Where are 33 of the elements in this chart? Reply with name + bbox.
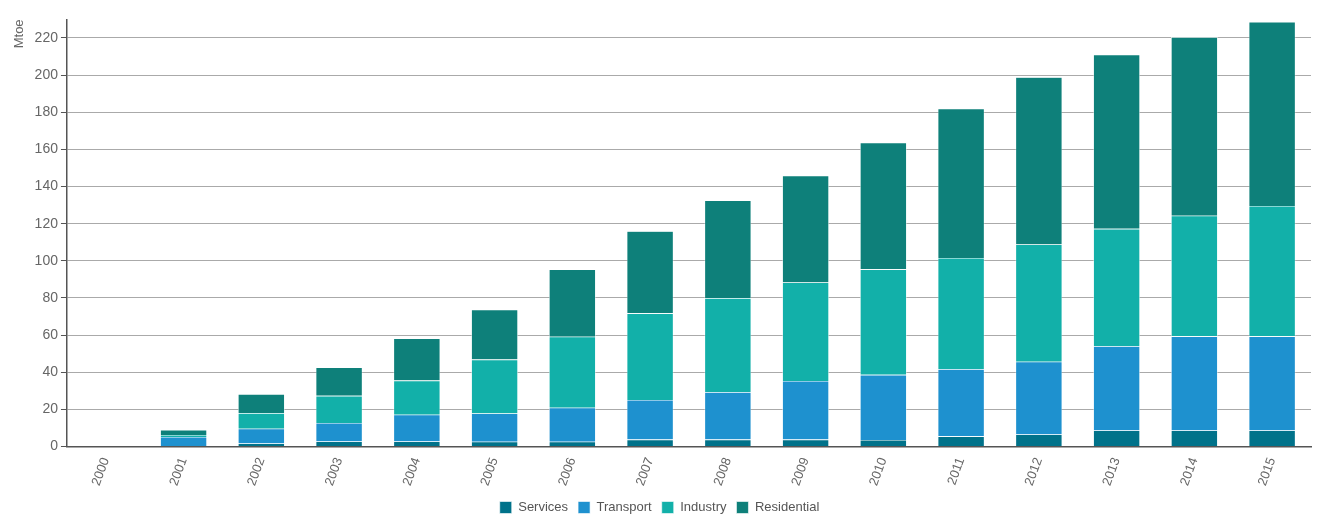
x-tick-label: 2006 — [554, 455, 579, 488]
x-tick-label: 2002 — [243, 455, 268, 488]
y-tick-label: 80 — [42, 288, 59, 305]
x-tick-label: 2011 — [943, 455, 968, 487]
y-tick-label: 100 — [34, 251, 59, 268]
y-tick-label: 200 — [34, 65, 59, 82]
x-tick-label: 2014 — [1176, 455, 1201, 488]
y-tick-label: 140 — [34, 177, 59, 194]
x-tick-label: 2007 — [632, 455, 657, 488]
legend-label: Residential — [754, 499, 820, 515]
x-tick-label: 2001 — [165, 455, 190, 488]
y-tick-label: 120 — [34, 214, 59, 231]
y-tick-label: 180 — [34, 103, 59, 120]
y-tick-label: 220 — [34, 28, 59, 45]
x-tick-label: 2008 — [710, 455, 735, 488]
x-tick-label: 2004 — [399, 455, 424, 488]
y-tick-label: 40 — [42, 363, 59, 380]
x-tick-label: 2005 — [476, 455, 501, 488]
legend-label: Services — [518, 499, 569, 515]
y-axis-title: Mtoe — [11, 19, 27, 49]
y-tick-label: 60 — [42, 325, 59, 342]
x-tick-label: 2013 — [1098, 455, 1123, 488]
x-tick-label: 2000 — [88, 455, 113, 488]
legend-label: Industry — [680, 499, 727, 515]
x-tick-label: 2010 — [865, 455, 890, 488]
y-tick-label: 0 — [50, 437, 59, 454]
x-tick-label: 2009 — [787, 455, 812, 488]
y-tick-label: 160 — [34, 140, 59, 157]
y-tick-label: 20 — [42, 400, 59, 417]
legend-label: Transport — [596, 499, 653, 515]
x-tick-label: 2012 — [1021, 455, 1046, 488]
x-tick-label: 2003 — [321, 455, 346, 488]
x-tick-label: 2015 — [1254, 455, 1279, 488]
